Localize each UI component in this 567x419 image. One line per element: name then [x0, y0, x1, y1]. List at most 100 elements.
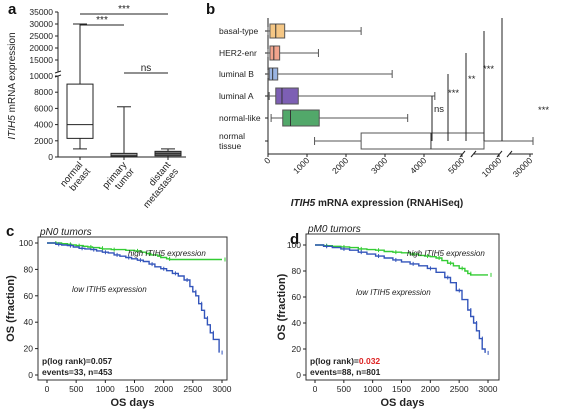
panel-b-category-label: normal-like	[219, 113, 261, 123]
panel-a-y-tick-label: 8000	[34, 87, 53, 97]
panel-d-series-label-part: ITIH5	[370, 288, 390, 297]
panel-a-significance-label: ***	[96, 15, 108, 26]
panel-a-y-tick-label: 15000	[29, 55, 53, 65]
panel-a-y-tick-label: 25000	[29, 31, 53, 41]
panel-a-y-tick-label: 6000	[34, 103, 53, 113]
panel-c-x-tick-label: 500	[69, 384, 83, 394]
panel-d-pvalue: p(log rank)=0.032	[310, 356, 380, 366]
panel-c-y-tick-label: 20	[24, 344, 34, 354]
panel-b-significance-label: ns	[434, 104, 444, 115]
panel-b-box	[282, 109, 320, 127]
panel-a-y-axis-label-rest: mRNA expression	[7, 32, 18, 115]
panel-b-category-label: luminal B	[219, 69, 254, 79]
panel-b-x-axis-label: ITIH5 mRNA expression (RNAHiSeq)	[291, 198, 463, 209]
panel-d-pvalue-value: 0.032	[359, 356, 381, 366]
panel-b-box	[269, 23, 286, 39]
panel-d-y-tick-label: 60	[292, 292, 302, 302]
panel-a-box	[110, 152, 138, 158]
panel-b-category-label: HER2-enr	[219, 48, 257, 58]
panel-c-series-label: high ITIH5 expression	[128, 249, 206, 258]
panel-a-category-label: primarytumor	[101, 160, 138, 198]
panel-d-y-axis-label: OS (fraction)	[276, 273, 288, 340]
panel-b-significance-label: ***	[483, 64, 494, 75]
panel-a-significance-label: ***	[118, 4, 130, 15]
panel-c-x-tick-label: 3000	[213, 384, 232, 394]
panel-b-category-label: basal-type	[219, 26, 258, 36]
panel-c-pvalue-value: 0.057	[91, 356, 113, 366]
panel-c-series-label-part: low	[72, 285, 86, 294]
panel-d-series-line	[315, 244, 488, 276]
panel-b-x-tick-label: 5000	[446, 155, 467, 176]
panel-c-pvalue-label: p(log rank)=	[42, 356, 91, 366]
panel-b-category-label-line: tissue	[219, 141, 241, 151]
panel-d-x-axis-label: OS days	[380, 397, 424, 409]
panel-d-series-label: high ITIH5 expression	[407, 249, 485, 258]
panel-b-axis-break-mark	[506, 150, 513, 158]
panel-c-x-tick-label: 0	[45, 384, 50, 394]
panel-b-significance-label: ***	[448, 88, 459, 99]
panel-a-y-tick-label: 4000	[34, 120, 53, 130]
panel-d-y-tick-label: 20	[292, 344, 302, 354]
panel-d-y-tick-label: 80	[292, 266, 302, 276]
panel-c-series-label-part: expression	[106, 285, 147, 294]
panel-a-y-tick-label: 2000	[34, 136, 53, 146]
panel-c-plot-frame	[37, 236, 228, 381]
panel-c-series-label: low ITIH5 expression	[72, 285, 147, 294]
panel-d-series-label-part: expression	[390, 288, 431, 297]
panel-b-x-tick-label: 1000	[291, 155, 312, 176]
panel-c-y-axis-label: OS (fraction)	[5, 275, 17, 342]
panel-letter-b: b	[206, 1, 215, 18]
panel-letter-a: a	[8, 1, 17, 18]
panel-b-category-label: luminal A	[219, 91, 254, 101]
panel-c-x-tick-label: 1500	[125, 384, 144, 394]
panel-b-category-label-line: HER2-enr	[219, 48, 257, 58]
panel-d-x-tick-label: 1000	[363, 384, 382, 394]
panel-letter-c: c	[6, 223, 14, 240]
panel-c-series-label-part: high	[128, 249, 145, 258]
panel-d-series-label-part: high	[407, 249, 424, 258]
panel-a-y-tick-label: 10000	[29, 71, 53, 81]
panel-b-significance-label: **	[468, 74, 476, 85]
panel-d-y-tick-label: 0	[296, 370, 301, 380]
panel-d-y-tick-label: 40	[292, 318, 302, 328]
panel-c-events: events=33, n=453	[42, 367, 113, 377]
panel-b-box	[275, 87, 299, 105]
panel-b-x-tick-label: 3000	[369, 155, 390, 176]
panel-d-series-label-part: low	[356, 288, 370, 297]
panel-d-title: pM0 tumors	[307, 224, 361, 235]
panel-c-x-tick-label: 2000	[154, 384, 173, 394]
panel-c-pvalue: p(log rank)=0.057	[42, 356, 112, 366]
panel-d-x-tick-label: 2000	[421, 384, 440, 394]
panel-b-axis-break-mark	[470, 150, 477, 158]
panel-d-x-tick-label: 2500	[450, 384, 469, 394]
panel-c-x-tick-label: 2500	[183, 384, 202, 394]
panel-d-events: events=88, n=801	[310, 367, 381, 377]
panel-b-x-tick-label: 2000	[330, 155, 351, 176]
panel-a-axis-break-mark	[54, 70, 62, 74]
panel-a-y-tick-label: 30000	[29, 19, 53, 29]
panel-b-x-axis-label-rest: mRNA expression (RNAHiSeq)	[315, 198, 463, 209]
panel-d-x-tick-label: 1500	[392, 384, 411, 394]
panel-d-plot-frame	[305, 233, 500, 381]
panel-c-series-label-part: ITIH5	[86, 285, 106, 294]
panel-b-category-label-line: normal	[219, 131, 245, 141]
panel-letter-d: d	[290, 231, 299, 248]
panel-b-category-label-line: luminal A	[219, 91, 254, 101]
panel-a-y-axis-label: ITIH5 mRNA expression	[7, 32, 18, 139]
panel-b-category-label: normal tissue	[219, 131, 245, 151]
panel-a-y-tick-label: 20000	[29, 43, 53, 53]
panel-c-title: pN0 tumors	[39, 227, 92, 238]
panel-c-y-tick-label: 80	[24, 264, 34, 274]
panel-d-x-tick-label: 500	[337, 384, 351, 394]
panel-d-series-label-part: expression	[444, 249, 485, 258]
panel-b-box	[269, 45, 281, 61]
panel-d-series-label-part: ITIH5	[424, 249, 444, 258]
panel-b-significance-label: ***	[538, 105, 549, 116]
panel-d-y-tick-label: 100	[287, 240, 301, 250]
panel-d-series-label: low ITIH5 expression	[356, 288, 431, 297]
panel-c-y-tick-label: 60	[24, 291, 34, 301]
panel-c-series-line	[47, 242, 222, 261]
panel-b-category-label-line: normal-like	[219, 113, 261, 123]
panel-a-significance-label: ns	[141, 63, 152, 74]
panel-a-y-tick-label: 0	[48, 152, 53, 162]
